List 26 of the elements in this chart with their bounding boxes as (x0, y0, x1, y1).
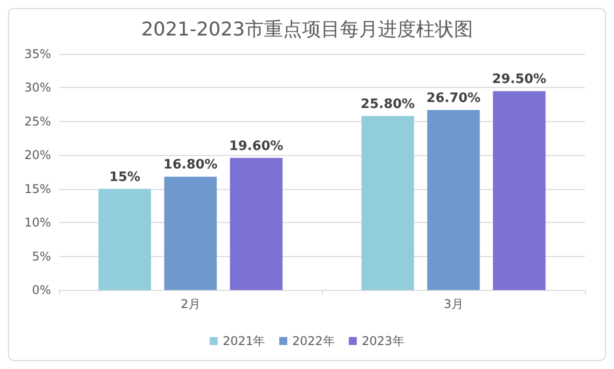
y-tick-label: 25% (24, 114, 51, 128)
bar (492, 91, 546, 290)
data-label: 19.60% (229, 138, 284, 154)
data-label: 26.70% (426, 90, 481, 106)
data-label: 29.50% (492, 72, 546, 88)
bar (164, 176, 217, 290)
bar (98, 188, 152, 290)
legend-label: 2022年 (292, 334, 335, 348)
bar (361, 116, 414, 290)
data-label: 15% (109, 170, 140, 185)
data-label: 25.80% (360, 97, 415, 112)
y-tick-label: 10% (24, 216, 51, 230)
bar (427, 110, 480, 290)
chart-title: 2021-2023市重点项目每月进度柱状图 (141, 18, 473, 40)
y-tick-label: 5% (32, 249, 51, 264)
x-tick-label: 3月 (444, 297, 464, 311)
y-tick-label: 15% (24, 182, 51, 196)
legend-label: 2021年 (222, 334, 266, 348)
bar (230, 158, 283, 290)
x-tick-label: 2月 (180, 297, 200, 311)
y-tick-label: 35% (24, 47, 51, 61)
y-tick-label: 0% (32, 283, 51, 297)
data-label: 16.80% (163, 158, 218, 173)
y-tick-label: 20% (24, 148, 51, 162)
legend-label: 2023年 (362, 334, 404, 348)
y-tick-label: 30% (24, 80, 51, 95)
